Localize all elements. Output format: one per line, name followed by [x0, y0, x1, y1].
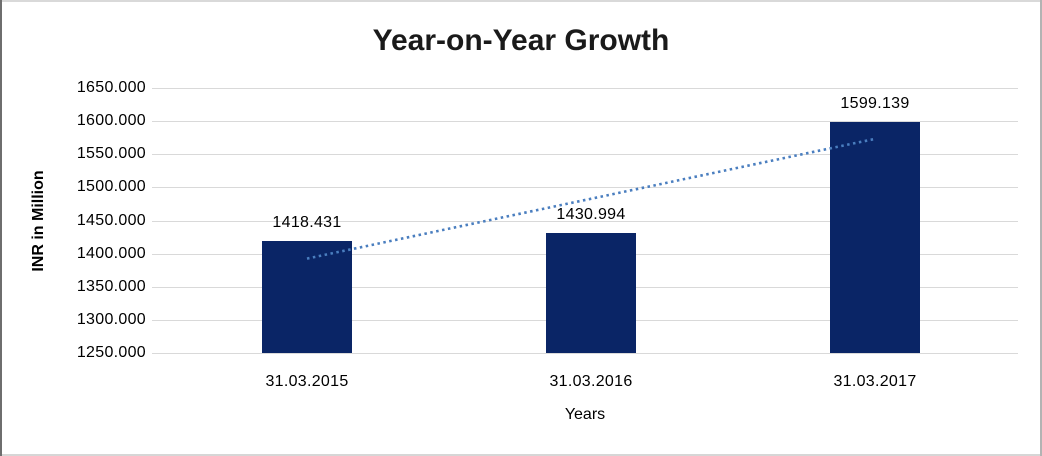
y-tick-label: 1500.000: [76, 178, 146, 195]
y-tick-label: 1650.000: [76, 79, 146, 96]
y-gridline: [152, 353, 1018, 354]
x-tick-label: 31.03.2015: [265, 373, 349, 390]
chart-title: Year-on-Year Growth: [372, 24, 670, 57]
bar: [262, 241, 352, 353]
y-tick-label: 1350.000: [76, 278, 146, 295]
x-tick-label: 31.03.2016: [549, 373, 633, 390]
frame-border-left: [0, 0, 2, 456]
bar: [830, 122, 920, 353]
frame-border-right: [1040, 0, 1042, 456]
bar-value-label: 1430.994: [556, 206, 626, 223]
x-axis-title: Years: [564, 406, 606, 423]
y-gridline: [152, 187, 1018, 188]
y-tick-label: 1400.000: [76, 245, 146, 262]
y-tick-label: 1300.000: [76, 311, 146, 328]
y-gridline: [152, 88, 1018, 89]
trendline: [306, 137, 876, 260]
y-gridline: [152, 154, 1018, 155]
y-gridline: [152, 121, 1018, 122]
trendline-svg: [306, 137, 876, 260]
y-gridline: [152, 221, 1018, 222]
y-tick-label: 1550.000: [76, 145, 146, 162]
y-tick-label: 1250.000: [76, 344, 146, 361]
bar-value-label: 1418.431: [272, 214, 342, 231]
frame-border-top: [0, 0, 1042, 2]
plot-area: [152, 88, 1018, 354]
y-tick-label: 1600.000: [76, 112, 146, 129]
y-tick-label: 1450.000: [76, 212, 146, 229]
bar-value-label: 1599.139: [840, 95, 910, 112]
frame-border-bottom: [0, 454, 1042, 456]
x-tick-label: 31.03.2017: [833, 373, 917, 390]
bar: [546, 233, 636, 353]
